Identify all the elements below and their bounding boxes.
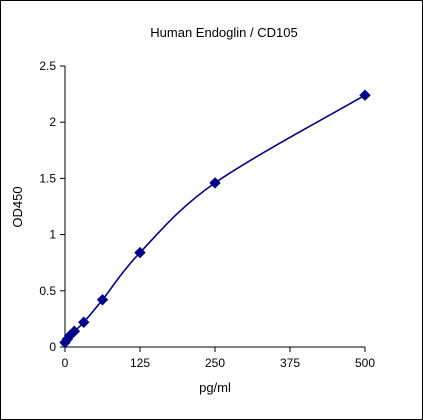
y-tick-label: 1.5	[39, 171, 56, 185]
ticks: 0 0.5 1 1.5 2 2.5 0 125 250 375 500	[39, 59, 375, 370]
x-tick-label: 0	[62, 356, 69, 370]
x-tick-label: 375	[280, 356, 300, 370]
data-point-marker	[78, 316, 90, 328]
y-tick-label: 1	[49, 228, 56, 242]
x-axis-label: pg/ml	[199, 380, 231, 395]
y-axis-label: OD450	[10, 186, 25, 227]
data-point-marker	[134, 246, 146, 259]
x-tick-label: 250	[205, 356, 225, 370]
chart-title: Human Endoglin / CD105	[150, 25, 297, 40]
y-tick-label: 2.5	[39, 59, 56, 73]
x-tick-label: 500	[355, 356, 375, 370]
x-tick-label: 125	[130, 356, 150, 370]
y-tick-label: 2	[49, 115, 56, 129]
y-tick-label: 0	[49, 340, 56, 354]
series-markers	[59, 89, 371, 349]
series-curve	[64, 94, 366, 343]
data-point-marker	[209, 177, 221, 189]
y-tick-label: 0.5	[39, 284, 56, 298]
data-point-marker	[359, 89, 371, 101]
data-point-marker	[68, 325, 81, 337]
data-point-marker	[96, 294, 109, 306]
